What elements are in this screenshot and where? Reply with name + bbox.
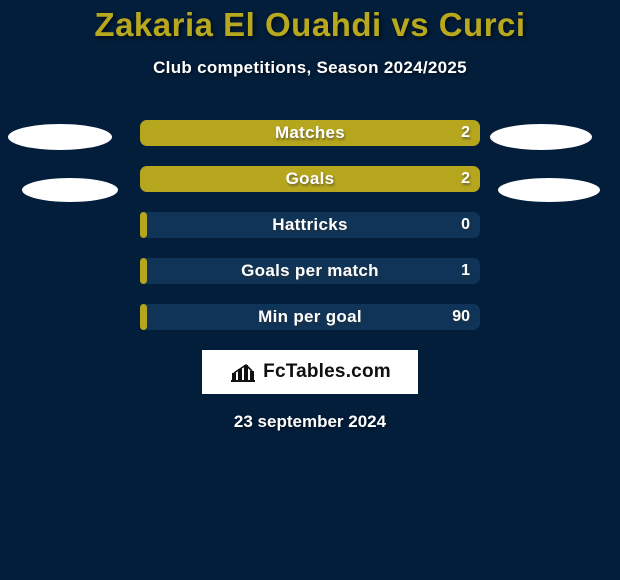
- stat-value: 90: [140, 304, 470, 330]
- comparison-card: Zakaria El Ouahdi vs Curci Club competit…: [0, 0, 620, 580]
- stat-value: 1: [140, 258, 470, 284]
- stat-row: Goals2: [0, 166, 620, 192]
- stat-value: 2: [140, 120, 470, 146]
- stat-row: Matches2: [0, 120, 620, 146]
- stat-row: Goals per match1: [0, 258, 620, 284]
- stat-value: 2: [140, 166, 470, 192]
- stat-value: 0: [140, 212, 470, 238]
- stat-row: Min per goal90: [0, 304, 620, 330]
- page-title: Zakaria El Ouahdi vs Curci: [0, 0, 620, 44]
- page-subtitle: Club competitions, Season 2024/2025: [0, 58, 620, 78]
- stats-chart: Matches2 Goals2 Hattricks0 Goals per match1…: [0, 120, 620, 330]
- logo-bars-icon: [229, 361, 257, 383]
- stat-row: Hattricks0: [0, 212, 620, 238]
- logo-text: FcTables.com: [263, 361, 391, 383]
- logo-box: FcTables.com: [202, 350, 418, 394]
- footer-date: 23 september 2024: [0, 412, 620, 432]
